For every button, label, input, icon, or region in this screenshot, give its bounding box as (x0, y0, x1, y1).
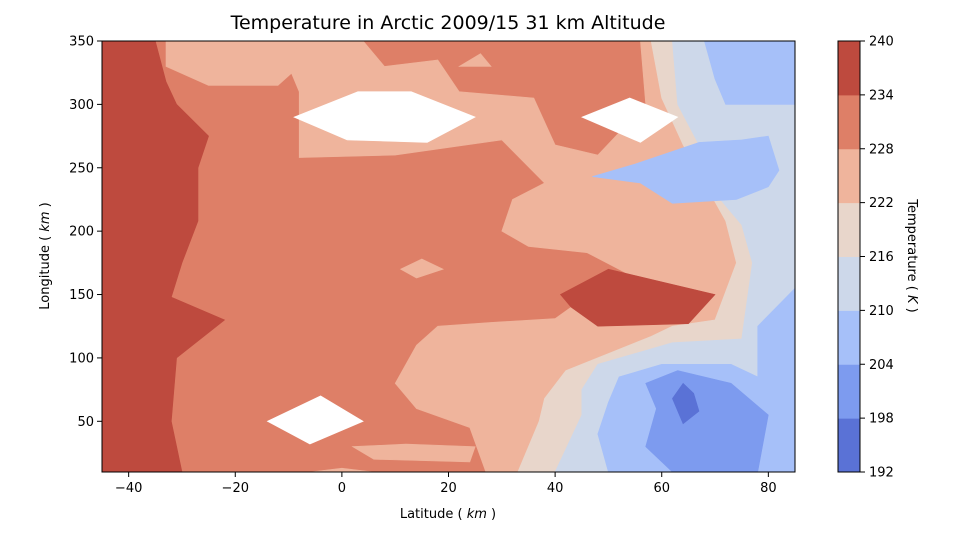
x-tick-label: −20 (222, 481, 249, 496)
colorbar-tick-label: 192 (869, 466, 894, 481)
colorbar-label-text: Temperature (904, 198, 919, 281)
colorbar-segment (838, 418, 860, 473)
y-tick-label: 350 (69, 35, 94, 50)
contour-region-14 (351, 443, 476, 463)
colorbar-segment (838, 94, 860, 150)
colorbar-tick-label: 204 (869, 358, 894, 373)
y-axis: 50 100 150 200 250 300 350 (69, 35, 102, 430)
colorbar-tick-label: 222 (869, 196, 894, 211)
x-axis-label: Latitude ( km ) (400, 507, 496, 522)
contour-region-18 (266, 395, 364, 445)
contour-region-17 (581, 97, 679, 143)
y-axis-label-text: Longitude (38, 245, 53, 310)
contour-region-8 (592, 135, 780, 204)
colorbar-tick-label: 210 (869, 304, 894, 319)
colorbar-segment (838, 364, 860, 419)
contour-region-1 (101, 40, 226, 473)
plot-area (101, 40, 796, 473)
colorbar-tick-label: 216 (869, 250, 894, 265)
colorbar-tick-label: 228 (869, 142, 894, 157)
colorbar-segment (838, 256, 860, 311)
colorbar-tick-label: 240 (869, 35, 894, 50)
colorbar-segment (838, 202, 860, 257)
contour-region-16 (293, 91, 476, 143)
y-tick-label: 100 (69, 351, 94, 366)
colorbar-segment (838, 41, 860, 96)
colorbar-unit: K (904, 295, 919, 305)
y-tick-label: 300 (69, 98, 94, 113)
x-axis-label-text: Latitude (400, 507, 454, 522)
colorbar-segment (838, 310, 860, 365)
colorbar-label: Temperature ( K ) (904, 198, 919, 312)
contour-region-13 (458, 53, 492, 67)
x-tick-label: 60 (653, 481, 670, 496)
x-axis-unit: km (467, 507, 487, 522)
chart-title: Temperature in Arctic 2009/15 31 km Alti… (230, 12, 666, 34)
colorbar-segment (838, 148, 860, 204)
x-axis-label-open: ( (458, 507, 467, 522)
colorbar-tick-label: 234 (869, 88, 894, 103)
x-tick-label: 80 (760, 481, 777, 496)
x-tick-label: −40 (115, 481, 142, 496)
y-tick-label: 200 (69, 225, 94, 240)
contour-region-12 (399, 258, 445, 279)
y-axis-label-close: ) (38, 202, 53, 211)
x-tick-label: 20 (440, 481, 457, 496)
x-axis: −40 −20 0 20 40 60 80 (115, 472, 777, 496)
contour-region-11 (559, 268, 716, 327)
y-tick-label: 150 (69, 288, 94, 303)
colorbar-label-close: ) (904, 304, 919, 313)
y-axis-label: Longitude ( km ) (38, 202, 53, 309)
y-tick-label: 250 (69, 161, 94, 176)
y-axis-unit: km (38, 211, 53, 231)
x-tick-label: 0 (338, 481, 346, 496)
contour-region-10 (672, 382, 700, 425)
colorbar: 192 198 204 210 216 222 228 234 240 (837, 35, 894, 481)
colorbar-label-open: ( (904, 286, 919, 295)
y-axis-label-open: ( (38, 232, 53, 241)
y-tick-label: 50 (77, 415, 94, 430)
x-tick-label: 40 (547, 481, 564, 496)
x-axis-label-close: ) (487, 507, 496, 522)
colorbar-tick-label: 198 (869, 412, 894, 427)
